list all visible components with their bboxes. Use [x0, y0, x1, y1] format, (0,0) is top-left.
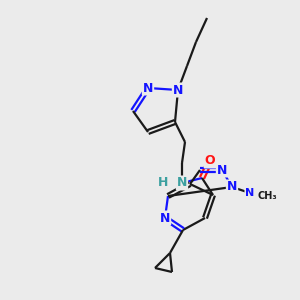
Text: N: N — [160, 212, 170, 224]
Text: CH₃: CH₃ — [258, 191, 278, 201]
Text: O: O — [205, 154, 215, 167]
Text: N: N — [245, 188, 255, 198]
Text: N: N — [173, 83, 183, 97]
Text: H: H — [158, 176, 168, 190]
Text: N: N — [143, 82, 153, 94]
Text: N: N — [177, 176, 187, 190]
Text: N: N — [217, 164, 227, 176]
Text: N: N — [227, 181, 237, 194]
